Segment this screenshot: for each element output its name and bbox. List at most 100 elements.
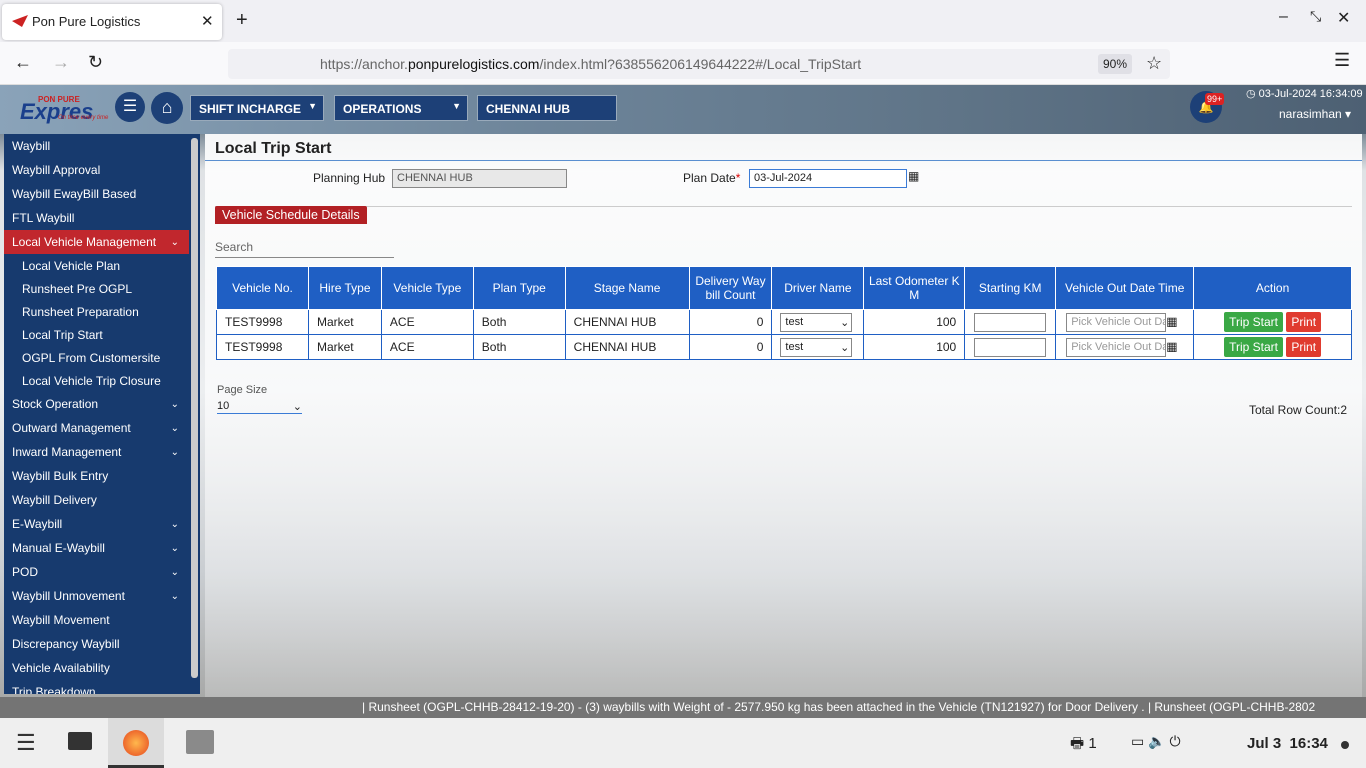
browser-tab[interactable]: Pon Pure Logistics ✕ — [2, 4, 222, 40]
section-tab[interactable]: Vehicle Schedule Details — [215, 206, 367, 224]
print-button[interactable]: Print — [1286, 312, 1322, 332]
plan-date-label: Plan Date* — [683, 171, 740, 185]
calendar-icon[interactable]: ▦ — [1166, 339, 1178, 354]
sidebar-item[interactable]: Waybill Bulk Entry — [4, 464, 189, 488]
table-cell: 100 — [863, 309, 966, 335]
starting-km-input[interactable] — [974, 337, 1047, 357]
table-cell: CHENNAI HUB — [564, 309, 690, 335]
print-button[interactable]: Print — [1286, 337, 1322, 357]
sidebar-item[interactable]: Waybill Approval — [4, 158, 189, 182]
tagline: On time every time — [58, 115, 109, 121]
clock[interactable]: Jul 3 16:34 — [1247, 735, 1328, 752]
datetime: ◷ 03-Jul-2024 16:34:09 — [1246, 88, 1363, 100]
sidebar-label: Waybill Unmovement — [12, 589, 125, 603]
column-header: Driver Name — [771, 266, 865, 310]
restore[interactable]: ⤡ — [1310, 8, 1322, 24]
firefox-task[interactable] — [108, 718, 164, 768]
url: https://anchor.ponpurelogistics.com/inde… — [320, 56, 861, 72]
printer-status[interactable]: 🖶 1 — [1070, 735, 1097, 752]
sidebar-subitem[interactable]: Local Trip Start — [4, 323, 189, 346]
menu-toggle[interactable]: ☰ — [115, 92, 145, 122]
sidebar-subitem[interactable]: Local Vehicle Trip Closure — [4, 369, 189, 392]
table-cell: Both — [472, 334, 566, 360]
top-menu[interactable]: SHIFT INCHARGE ▼ — [190, 95, 324, 121]
calendar-icon[interactable]: ▦ — [908, 169, 920, 183]
out-date-input[interactable]: Pick Vehicle Out Da — [1066, 312, 1167, 332]
sidebar-item[interactable]: E-Waybill ⌄ — [4, 512, 189, 536]
sidebar-subitem[interactable]: Runsheet Preparation — [4, 300, 189, 323]
column-header: Delivery Waybill Count — [688, 266, 773, 310]
sidebar-item[interactable]: Inward Management ⌄ — [4, 440, 189, 464]
top-menu-label: CHENNAI HUB — [486, 102, 570, 116]
new-tab[interactable]: + — [236, 9, 248, 31]
zoom[interactable]: 90% — [1098, 54, 1133, 74]
back[interactable]: ← — [14, 52, 32, 72]
sidebar-item[interactable]: FTL Waybill — [4, 206, 189, 230]
bookmark[interactable]: ☆ — [1146, 53, 1163, 73]
datetime-text: 03-Jul-2024 16:34:09 — [1258, 88, 1363, 100]
caret: ▼ — [452, 101, 461, 111]
chevron: ⌄ — [170, 518, 179, 530]
chevron: ⌄ — [170, 542, 179, 554]
sidebar-item[interactable]: Waybill Delivery — [4, 488, 189, 512]
sidebar-subitem[interactable]: OGPL From Customersite — [4, 346, 189, 369]
out-date-input[interactable]: Pick Vehicle Out Da — [1066, 337, 1167, 357]
sidebar-item[interactable]: Waybill EwayBill Based — [4, 182, 189, 206]
sidebar-item[interactable]: Outward Management ⌄ — [4, 416, 189, 440]
sidebar-label: Waybill — [12, 139, 51, 153]
plan-date-label-text: Plan Date — [683, 171, 736, 185]
starting-km-input[interactable] — [974, 312, 1047, 332]
home[interactable]: ⌂ — [151, 92, 183, 124]
page-title: Local Trip Start — [215, 140, 332, 157]
logo-top: PON PURE — [38, 95, 80, 104]
sidebar-item[interactable]: POD ⌄ — [4, 560, 189, 584]
tray-icons[interactable]: ▭ 🔈 ⏻ — [1131, 733, 1181, 749]
app-menu[interactable]: ☰ — [1334, 50, 1351, 70]
sidebar-label: Local Trip Start — [22, 327, 103, 342]
driver-name: test — [785, 315, 804, 328]
cell-text: 0 — [756, 340, 764, 354]
sidebar-item[interactable]: Vehicle Availability — [4, 656, 189, 680]
sidebar-item[interactable]: Local Vehicle Management ⌄ — [4, 230, 189, 254]
plan-date-field[interactable]: 03-Jul-2024 — [749, 169, 907, 188]
page-size-select[interactable]: 10 ⌄ — [217, 400, 302, 414]
url-suffix: /index.html?638556206149644222#/Local_Tr… — [539, 56, 862, 72]
close-tab[interactable]: ✕ — [201, 13, 214, 30]
start-button[interactable]: ☰ — [16, 730, 36, 755]
reload[interactable]: ↻ — [88, 52, 104, 72]
sidebar-subitem[interactable]: Local Vehicle Plan — [4, 254, 189, 277]
chevron: ⌄ — [170, 398, 179, 410]
sidebar-item[interactable]: Trip Breakdown — [4, 680, 189, 694]
cell-text: Market — [316, 315, 354, 329]
sidebar-subitem[interactable]: Runsheet Pre OGPL — [4, 277, 189, 300]
table-cell: test ⌄ — [771, 309, 865, 335]
driver-select[interactable]: test ⌄ — [780, 337, 853, 357]
sidebar-item[interactable]: Stock Operation ⌄ — [4, 392, 189, 416]
driver-select[interactable]: test ⌄ — [780, 312, 853, 332]
close-window[interactable]: ✕ — [1337, 10, 1351, 27]
cell-text: 100 — [936, 340, 957, 354]
table-cell — [964, 334, 1057, 360]
sidebar-item[interactable]: Waybill — [4, 134, 189, 158]
sidebar-item[interactable]: Waybill Unmovement ⌄ — [4, 584, 189, 608]
forward[interactable]: → — [52, 52, 70, 72]
windows-button[interactable] — [68, 732, 92, 750]
notification-dot[interactable] — [1341, 741, 1349, 749]
url-bar[interactable]: https://anchor.ponpurelogistics.com/inde… — [228, 49, 1170, 79]
trip-start-button[interactable]: Trip Start — [1224, 337, 1284, 357]
column-header: Stage Name — [564, 266, 690, 310]
trip-start-button[interactable]: Trip Start — [1224, 312, 1284, 332]
top-menu[interactable]: OPERATIONS ▼ — [334, 95, 468, 121]
sidebar-item[interactable]: Waybill Movement — [4, 608, 189, 632]
minimize[interactable]: – — [1279, 8, 1288, 25]
calendar-icon[interactable]: ▦ — [1166, 314, 1178, 329]
user[interactable]: narasimhan ▾ — [1279, 107, 1352, 121]
sidebar-item[interactable]: Manual E-Waybill ⌄ — [4, 536, 189, 560]
files-task[interactable] — [186, 730, 214, 754]
sidebar-item[interactable]: Discrepancy Waybill — [4, 632, 189, 656]
page-size-value: 10 — [217, 400, 230, 412]
cell-text: Both — [481, 340, 507, 354]
search[interactable]: Search — [215, 240, 394, 258]
top-menu[interactable]: CHENNAI HUB — [477, 95, 617, 121]
